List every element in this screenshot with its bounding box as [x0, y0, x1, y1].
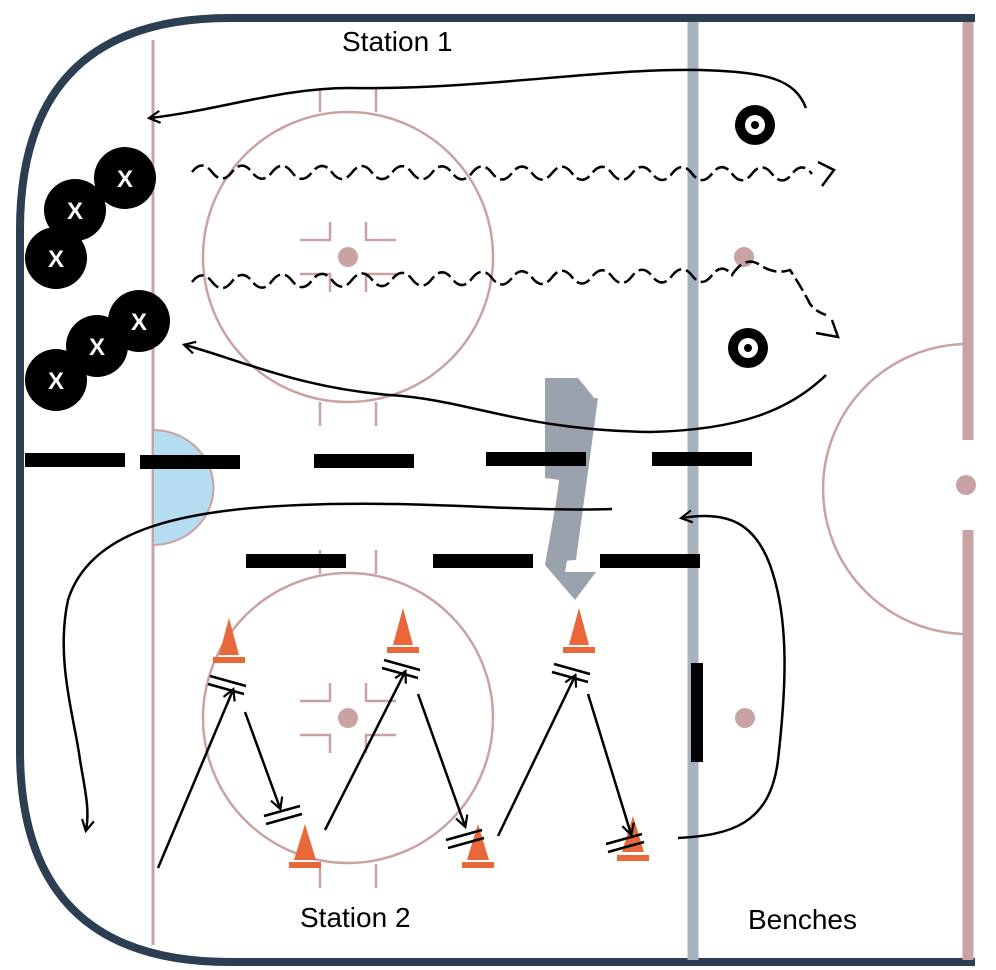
svg-text:X: X	[48, 368, 64, 395]
benches-label: Benches	[748, 904, 857, 935]
upper-faceoff-circle	[201, 88, 495, 426]
station-divider-upper	[25, 452, 752, 469]
puck-tire-icon	[728, 328, 768, 368]
transition-arrow-left	[62, 502, 613, 830]
stop-mark-top	[817, 160, 836, 187]
lower-faceoff-dot	[338, 708, 358, 728]
station1-player-group-top: X X X	[25, 147, 156, 289]
skate-path-wavy-bottom	[191, 260, 827, 317]
skate-path-wavy-top	[191, 164, 813, 182]
center-faceoff-dot	[956, 475, 976, 495]
player-icon	[66, 315, 128, 377]
puck-tire-icon	[735, 105, 775, 145]
player-icon	[44, 179, 106, 241]
cone-icon	[213, 618, 245, 663]
svg-text:X: X	[67, 198, 83, 225]
neutral-dot-upper	[734, 247, 754, 267]
upper-faceoff-dot	[338, 247, 358, 267]
svg-text:X: X	[131, 309, 147, 336]
station2-zigzag-path	[156, 672, 631, 869]
svg-text:X: X	[48, 246, 64, 273]
station1-player-group-bottom: X X X	[25, 290, 170, 411]
player-icon	[25, 349, 87, 411]
return-arrow-bottom	[185, 345, 827, 434]
svg-text:X: X	[89, 334, 105, 361]
transition-arrow-right	[677, 516, 786, 840]
stop-marks	[207, 658, 645, 854]
station2-label: Station 2	[300, 902, 411, 933]
cone-icon	[289, 824, 321, 868]
cone-icon	[462, 824, 494, 868]
logo-icon	[545, 378, 598, 600]
player-icon	[94, 147, 156, 209]
neutral-dot-lower	[735, 708, 755, 728]
svg-text:X: X	[117, 166, 133, 193]
cone-icon	[563, 608, 595, 653]
stop-mark-bottom	[815, 319, 840, 339]
return-arrow-top	[150, 68, 808, 118]
center-circle	[821, 342, 969, 636]
cone-icon	[387, 608, 419, 653]
station1-label: Station 1	[342, 26, 453, 57]
player-icon	[25, 227, 87, 289]
